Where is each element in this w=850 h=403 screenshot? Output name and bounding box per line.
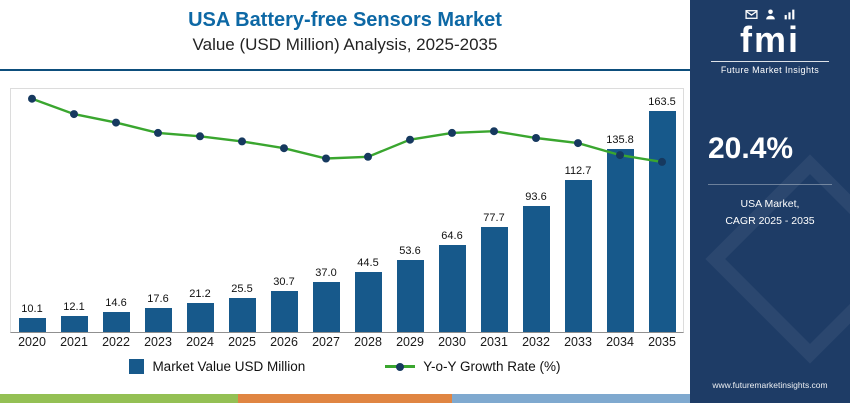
x-axis-label: 2025 <box>228 335 256 349</box>
logo-divider <box>711 60 829 62</box>
x-axis-labels: 2020 2021 2022 2023 2024 2025 2026 2027 2028 2029… <box>11 335 683 349</box>
bar-value-label: 44.5 <box>357 256 379 269</box>
panel-divider <box>708 184 832 185</box>
header-divider <box>0 69 690 71</box>
bar-value-label: 64.6 <box>441 229 463 242</box>
bar-2032 <box>522 205 550 332</box>
bar-2022 <box>102 312 130 332</box>
x-axis-label: 2020 <box>18 335 46 349</box>
x-axis-label: 2033 <box>564 335 592 349</box>
legend-bar-label: Market Value USD Million <box>152 359 306 374</box>
bar-2029 <box>396 259 424 332</box>
legend-item-bar: Market Value USD Million <box>129 359 305 374</box>
x-axis-label: 2031 <box>480 335 508 349</box>
bar-2027 <box>312 282 340 332</box>
strip-segment <box>690 394 850 403</box>
bar-2024 <box>186 303 214 332</box>
bar-2028 <box>354 271 382 332</box>
x-axis-label: 2029 <box>396 335 424 349</box>
chart-legend: Market Value USD Million Y-o-Y Growth Ra… <box>0 359 690 374</box>
cagr-caption-line2: CAGR 2025 - 2035 <box>725 214 815 227</box>
bar-swatch-icon <box>129 359 145 374</box>
bar-2026 <box>270 290 298 332</box>
bar-value-label: 93.6 <box>525 190 547 203</box>
x-axis-label: 2023 <box>144 335 172 349</box>
x-axis-label: 2028 <box>354 335 382 349</box>
strip-segment <box>0 394 238 403</box>
bar-value-label: 112.7 <box>564 164 592 177</box>
logo-subtext: Future Market Insights <box>720 64 820 75</box>
bar-value-label: 17.6 <box>147 293 169 306</box>
bar-value-label: 37.0 <box>315 267 337 280</box>
legend-item-line: Y-o-Y Growth Rate (%) <box>385 359 561 374</box>
bar-value-label: 25.5 <box>231 282 253 295</box>
page-subtitle: Value (USD Million) Analysis, 2025-2035 <box>192 35 498 54</box>
bar-value-label: 53.6 <box>399 244 421 257</box>
logo-icons <box>690 8 850 22</box>
bar-2034 <box>606 148 634 332</box>
strip-segment <box>452 394 691 403</box>
legend-line-label: Y-o-Y Growth Rate (%) <box>423 359 561 374</box>
bar-2033 <box>564 179 592 332</box>
bar-value-label: 21.2 <box>189 288 211 301</box>
line-swatch-icon <box>385 362 416 371</box>
chart-plot-area: 10.1 12.1 14.6 17.6 21.2 25.5 30.7 37.0 44.5 53.6… <box>10 88 684 333</box>
logo-text: fmi <box>740 19 800 60</box>
x-axis-label: 2024 <box>186 335 214 349</box>
bar-value-label: 30.7 <box>273 275 295 288</box>
strip-segment <box>238 394 453 403</box>
x-axis-label: 2034 <box>606 335 634 349</box>
x-axis-label: 2026 <box>270 335 298 349</box>
bar-2021 <box>60 315 88 332</box>
bar-2020 <box>18 318 46 332</box>
bar-2030 <box>438 244 466 332</box>
bar-2035 <box>648 111 676 332</box>
x-axis-label: 2027 <box>312 335 340 349</box>
cagr-caption: USA Market, CAGR 2025 - 2035 <box>690 196 850 230</box>
chart-icon <box>784 9 794 20</box>
brand-panel: fmi Future Market Insights 20.4% USA Mar… <box>690 0 850 403</box>
cagr-caption-line1: USA Market, <box>740 198 800 210</box>
bar-value-label: 77.7 <box>483 212 505 225</box>
bar-value-label: 12.1 <box>63 300 85 313</box>
bar-value-label: 135.8 <box>606 133 634 146</box>
bar-2023 <box>144 308 172 332</box>
panel-watermark <box>705 154 850 364</box>
page-title: USA Battery-free Sensors Market <box>188 9 502 31</box>
x-axis-label: 2035 <box>648 335 676 349</box>
fmi-logo: fmi Future Market Insights <box>690 0 850 75</box>
bar-2031 <box>480 227 508 332</box>
x-axis-label: 2032 <box>522 335 550 349</box>
website-url: www.futuremarketinsights.com <box>712 380 828 390</box>
cagr-value: 20.4% <box>708 132 794 165</box>
person-icon <box>765 9 775 20</box>
bar-2025 <box>228 297 256 332</box>
mail-icon <box>744 10 758 19</box>
chart-header: USA Battery-free Sensors Market Value (U… <box>0 0 690 55</box>
x-axis-label: 2021 <box>60 335 88 349</box>
x-axis-label: 2022 <box>102 335 130 349</box>
footer-color-strip <box>0 394 850 403</box>
bar-value-label: 10.1 <box>21 303 43 316</box>
bar-value-label: 163.5 <box>648 96 676 109</box>
x-axis-label: 2030 <box>438 335 466 349</box>
bar-value-label: 14.6 <box>105 297 127 310</box>
